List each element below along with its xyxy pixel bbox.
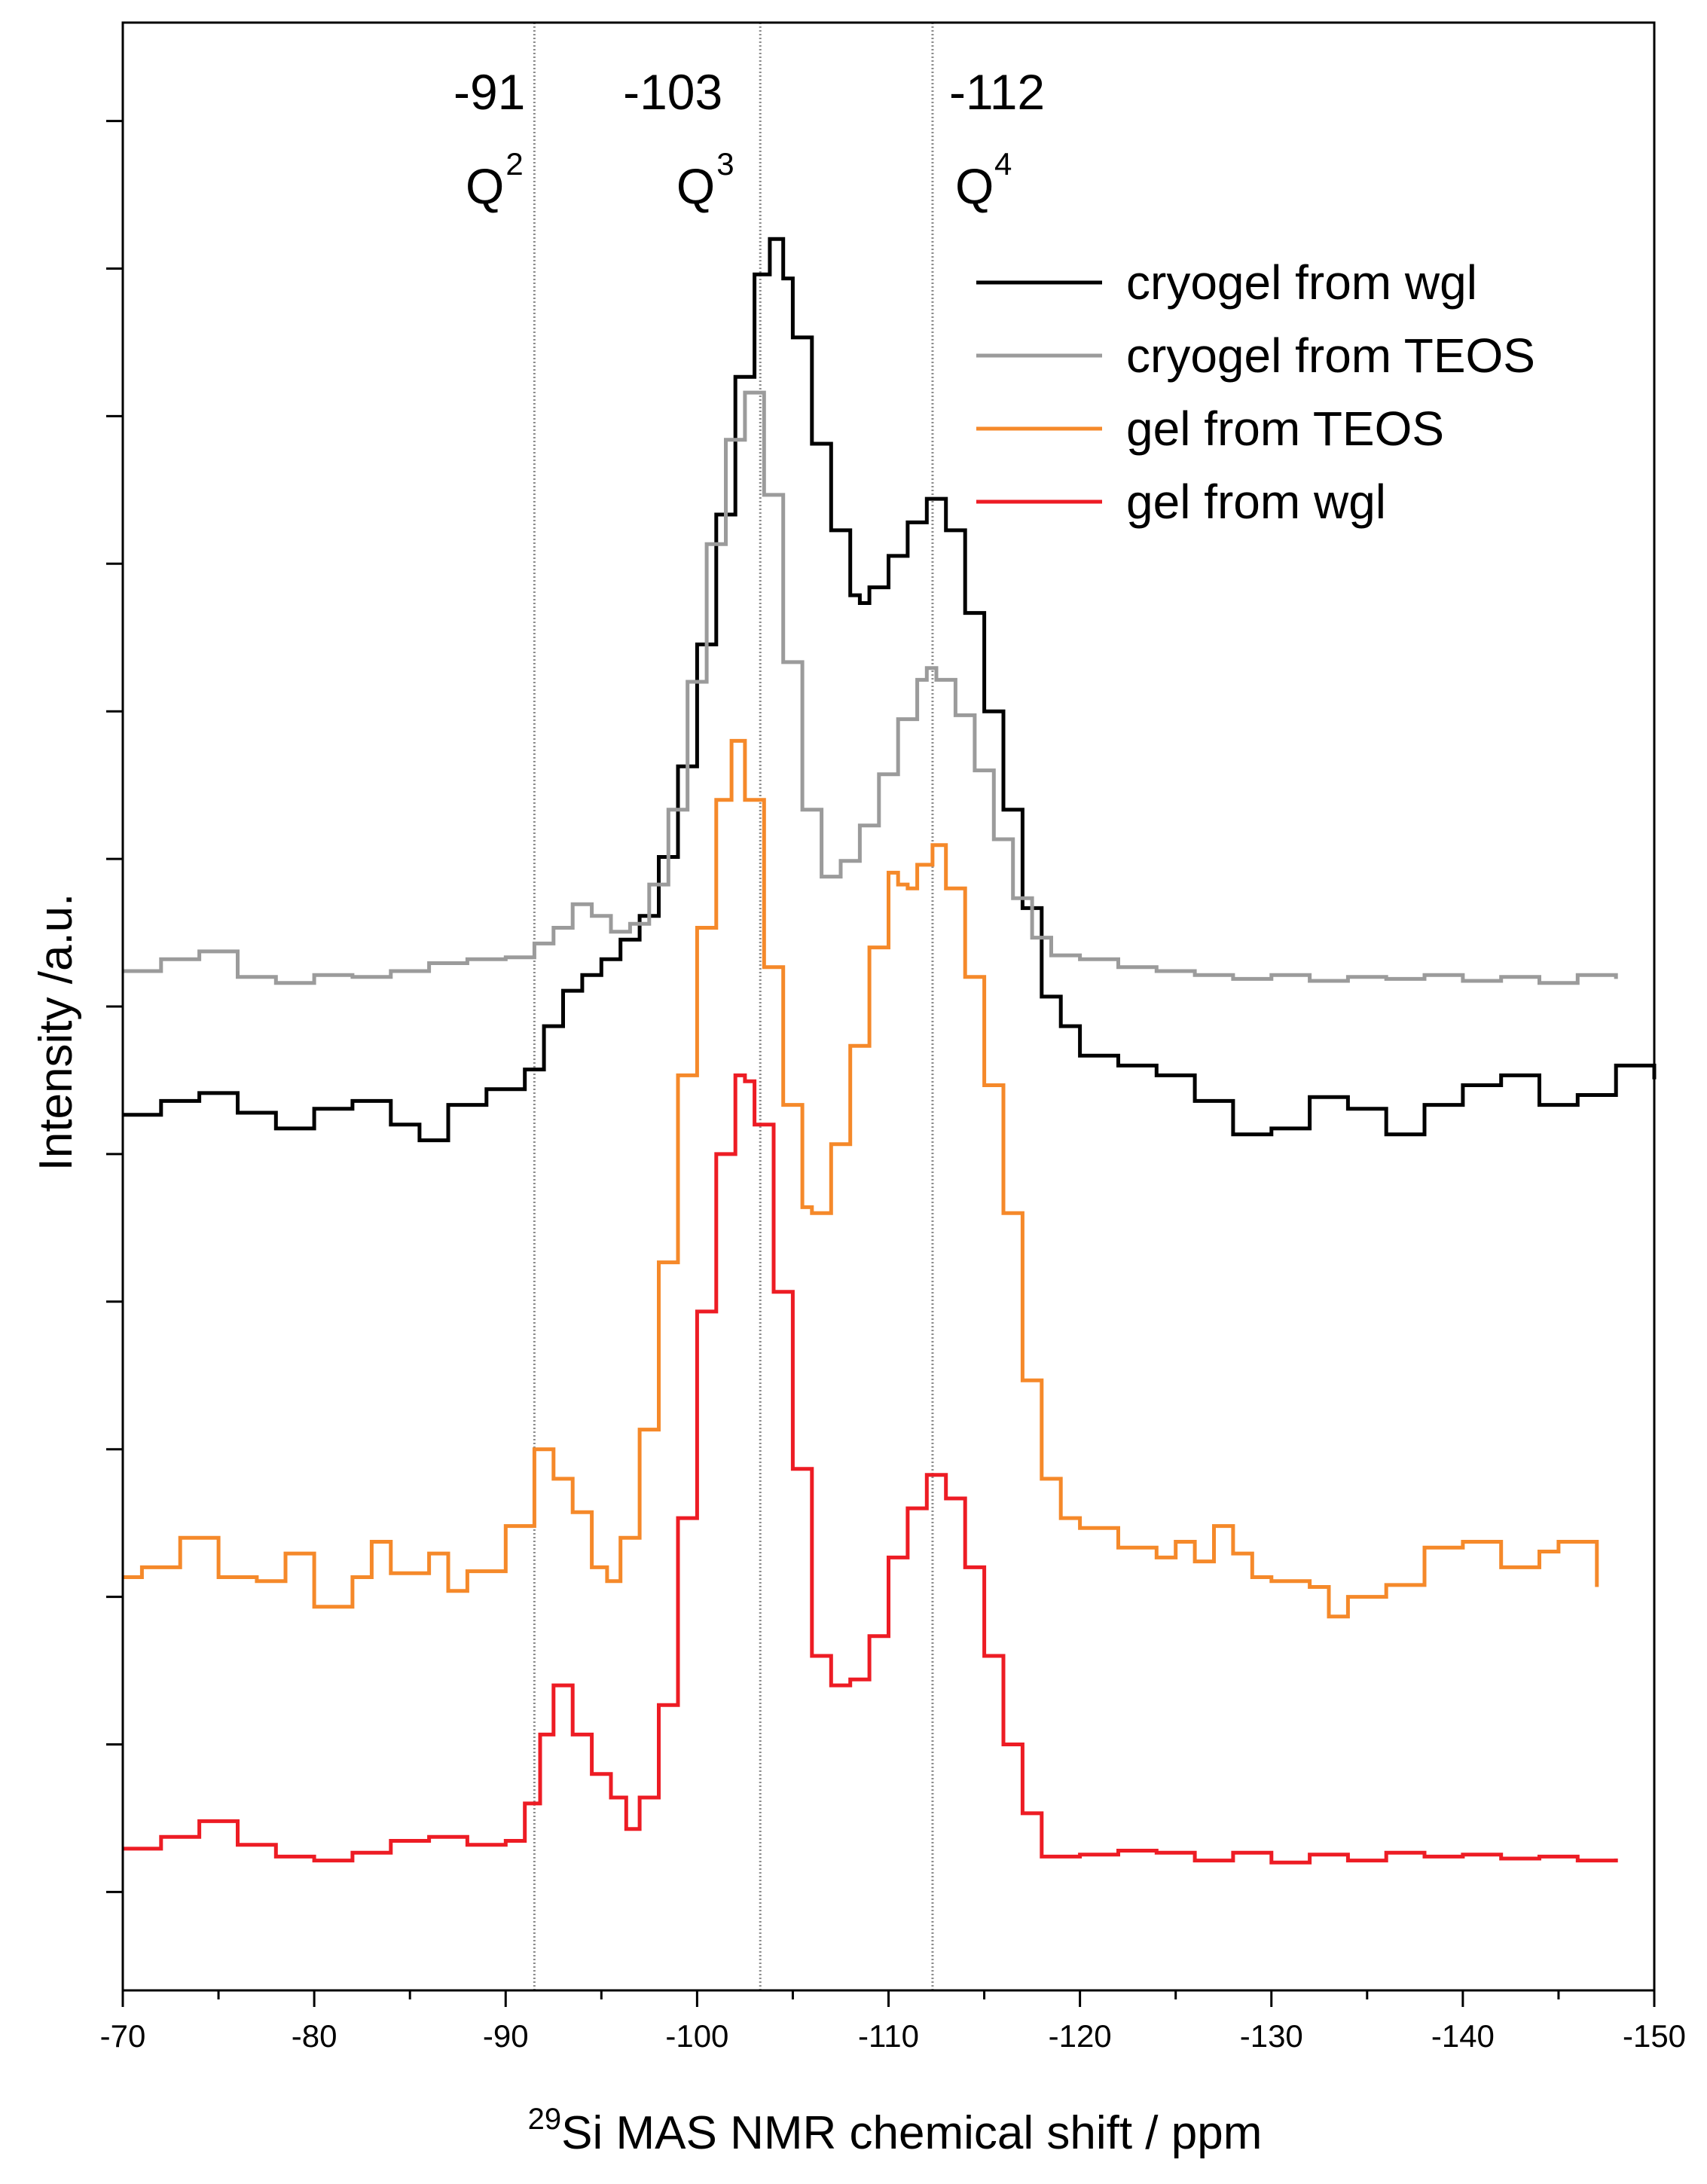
legend-label-1: cryogel from wgl xyxy=(1126,255,1477,310)
peak-species-label-1: Q xyxy=(466,158,504,214)
legend: cryogel from wgl cryogel from TEOS gel fro… xyxy=(976,255,1535,529)
plot-frame xyxy=(121,21,1656,1992)
peak-species-superscript-3: 4 xyxy=(994,146,1012,182)
axes-layer: -70 -80 -90 -100 -110 -120 -130 -140 -150 xyxy=(100,120,1686,2054)
peak-species-superscript-2: 3 xyxy=(716,146,734,182)
series-line-3 xyxy=(123,738,1599,1619)
legend-label-3: gel from TEOS xyxy=(1126,402,1444,456)
x-axis-label: 29Si MAS NMR chemical shift / ppm xyxy=(528,2103,1263,2159)
legend-label-2: cryogel from TEOS xyxy=(1126,328,1535,383)
x-tick-label-8: -140 xyxy=(1431,2018,1495,2054)
peak-species-label-2: Q xyxy=(676,158,715,214)
x-tick-label-4: -100 xyxy=(665,2018,728,2054)
x-tick-label-9: -150 xyxy=(1623,2018,1686,2054)
x-axis-label-superscript: 29 xyxy=(528,2103,562,2136)
series-layer xyxy=(123,237,1657,1865)
x-axis-label-text: Si MAS NMR chemical shift / ppm xyxy=(561,2107,1262,2159)
peak-value-label-2: -103 xyxy=(623,64,722,120)
series-line-2 xyxy=(123,390,1618,985)
x-tick-label-6: -120 xyxy=(1049,2018,1112,2054)
series-line-4 xyxy=(123,1073,1618,1865)
peak-species-superscript-1: 2 xyxy=(505,146,523,182)
peak-value-label-1: -91 xyxy=(453,64,525,120)
peak-species-label-3: Q xyxy=(955,158,994,214)
x-tick-label-3: -90 xyxy=(483,2018,529,2054)
y-axis-label: Intensity /a.u. xyxy=(30,893,82,1171)
x-tick-label-1: -70 xyxy=(100,2018,146,2054)
x-tick-label-5: -110 xyxy=(858,2018,919,2054)
series-line-1 xyxy=(123,237,1657,1143)
legend-label-4: gel from wgl xyxy=(1126,475,1386,529)
peak-value-label-3: -112 xyxy=(949,64,1045,120)
x-tick-label-7: -130 xyxy=(1240,2018,1303,2054)
x-tick-label-2: -80 xyxy=(292,2018,337,2054)
